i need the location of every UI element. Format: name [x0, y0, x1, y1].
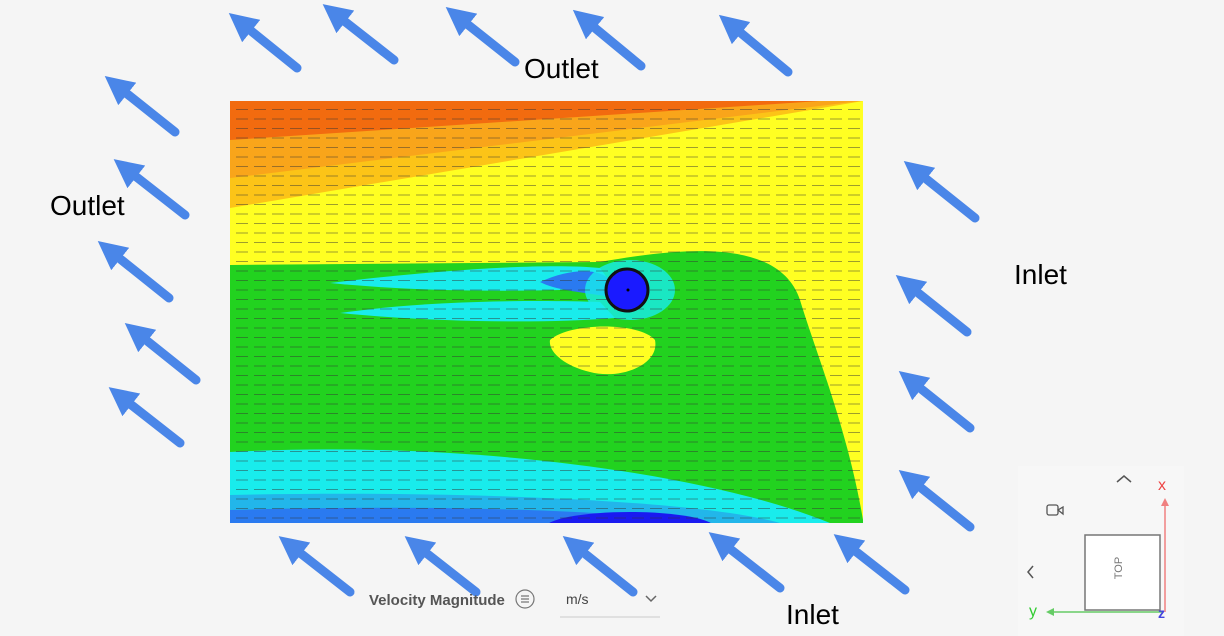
view-cube[interactable]: [1084, 534, 1161, 611]
view-cube-panel: TOP x y z: [1018, 466, 1184, 636]
contour-field: [230, 101, 863, 523]
legend-menu[interactable]: [515, 589, 535, 609]
cylinder-center: [626, 288, 630, 292]
boundary-label: Outlet: [50, 190, 125, 221]
boundary-label: Outlet: [524, 53, 599, 84]
axis-label: z: [1158, 605, 1165, 621]
rotate-up[interactable]: [1116, 475, 1132, 483]
boundary-label: Inlet: [786, 599, 839, 630]
legend-menu-icon: [521, 595, 529, 603]
flow-arrows: [97, 4, 980, 597]
boundary-label: Inlet: [1014, 259, 1067, 290]
rotate-left[interactable]: [1027, 565, 1034, 579]
unit-dropdown[interactable]: [645, 595, 657, 603]
view-cube-face: TOP: [1113, 557, 1125, 579]
axis-label: y: [1029, 603, 1037, 620]
axis-label: x: [1158, 477, 1166, 494]
unit-select[interactable]: m/s: [566, 591, 589, 607]
camera-icon: [1056, 505, 1064, 516]
legend-quantity: Velocity Magnitude: [369, 592, 505, 609]
